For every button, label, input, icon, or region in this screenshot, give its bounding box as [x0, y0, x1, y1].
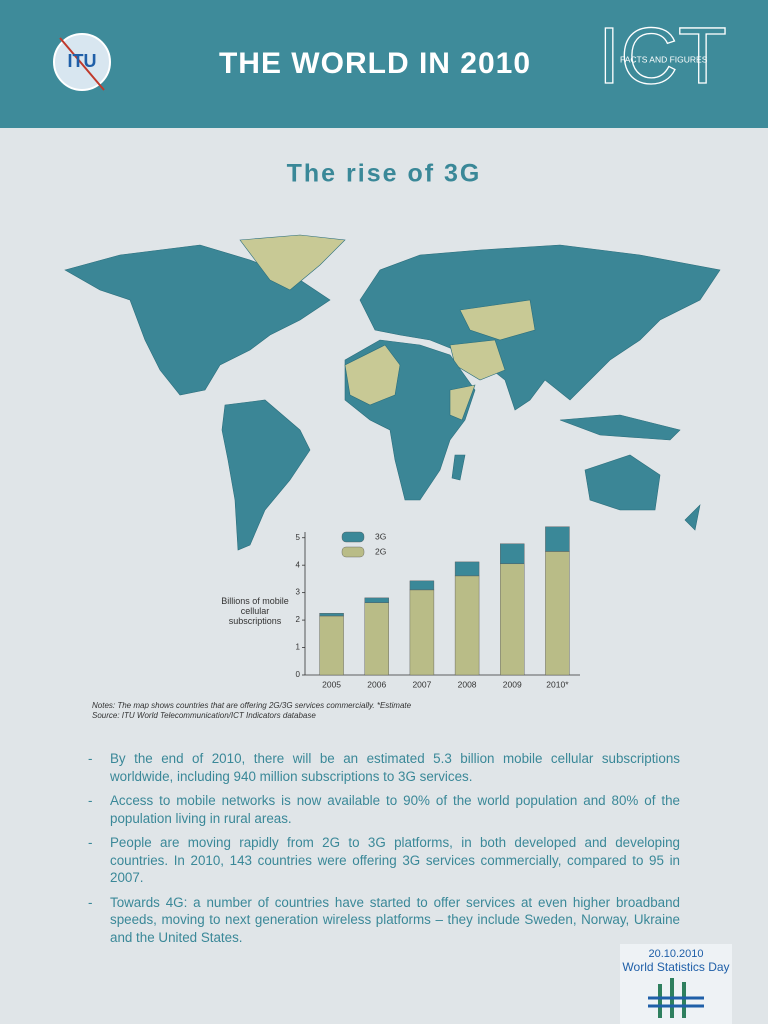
south-america: [221, 399, 311, 551]
world-map: [64, 234, 721, 551]
australia: [584, 454, 661, 511]
badge-name: World Statistics Day: [622, 960, 730, 974]
west-africa: [344, 344, 401, 406]
bullet-text: Towards 4G: a number of countries have s…: [110, 894, 680, 945]
badge-date: 20.10.2010: [648, 948, 704, 960]
logo-text: ITU: [68, 51, 97, 71]
bullet-dash: -: [88, 793, 93, 808]
bullet-text: People are moving rapidly from 2G to 3G …: [110, 835, 680, 885]
section-title: The rise of 3G: [287, 160, 482, 188]
horn-of-africa: [449, 384, 476, 421]
badge: 20.10.2010 World Statistics Day: [620, 944, 732, 1024]
bullet-dash: -: [88, 751, 93, 766]
logo-bolt: [59, 37, 105, 91]
bullet: - Towards 4G: a number of countries have …: [88, 894, 680, 947]
note: Source: ITU World Telecommunication/ICT …: [92, 711, 316, 720]
header: ITU THE WORLD IN 2010 ICT FACTS AND FIGU…: [0, 0, 768, 128]
bullet-dash: -: [88, 894, 93, 910]
bullet: - Access to mobile networks is now availa…: [88, 792, 680, 827]
southeast-asia: [559, 414, 681, 441]
bullet: - People are moving rapidly from 2G to 3G…: [88, 834, 680, 887]
notes: Notes: The map shows countries that are …: [92, 701, 411, 721]
greenland: [239, 234, 346, 291]
eurasia: [359, 244, 721, 411]
brand-subtitle: FACTS AND FIGURES: [620, 54, 708, 64]
header-graphics: ITU THE WORLD IN 2010 ICT FACTS AND FIGU…: [53, 10, 728, 101]
note: Notes: The map shows countries that are …: [92, 701, 412, 710]
bullet-text: Access to mobile networks is now availab…: [110, 793, 680, 826]
new-zealand: [684, 504, 701, 531]
north-america: [64, 244, 331, 396]
body-graphics: The rise of 3G: [64, 160, 721, 551]
central-asia: [459, 299, 536, 341]
badge-graphic: [648, 978, 704, 1018]
bullet: - By the end of 2010, there will be an es…: [88, 750, 680, 785]
bullet-text: By the end of 2010, there will be an est…: [110, 751, 680, 784]
y-axis-label: Billions of mobile cellular subscription…: [221, 596, 289, 626]
bullet-dash: -: [88, 835, 93, 850]
madagascar: [451, 454, 466, 481]
brand: ICT: [598, 11, 727, 100]
header-title: THE WORLD IN 2010: [219, 47, 531, 80]
bullet-list: - By the end of 2010, there will be an es…: [88, 750, 680, 953]
